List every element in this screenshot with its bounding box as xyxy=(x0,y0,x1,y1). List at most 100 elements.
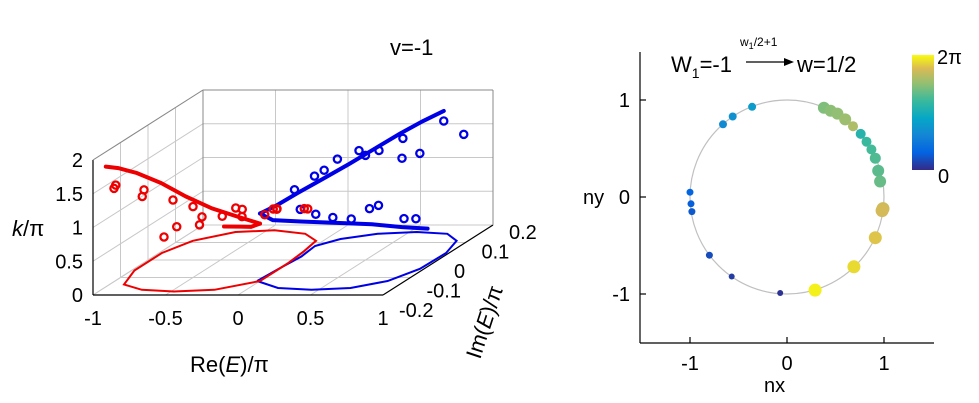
chart-3d-tick-labels: -1 0.50-0.5 1 -0.2-0.100.10.200.511.52 xyxy=(55,150,537,330)
x-axis-label: Re(E)/π xyxy=(190,352,269,377)
series-0-curve xyxy=(258,108,446,216)
y-tick-label: 0 xyxy=(454,261,465,283)
winding-point xyxy=(728,112,737,121)
winding-point xyxy=(874,175,887,188)
series-0-marker xyxy=(332,154,343,164)
series-1-marker xyxy=(109,183,119,194)
winding-point xyxy=(808,283,822,297)
nx-axis-label: nx xyxy=(764,375,785,397)
chart-3d-grid xyxy=(92,89,494,296)
winding-title-left: W1=-1 xyxy=(671,52,732,81)
winding-point xyxy=(855,128,866,139)
colorbar-max-label: 2π xyxy=(937,47,962,69)
y-axis-edge xyxy=(382,224,494,296)
z-tick-label: 1 xyxy=(72,218,83,240)
series-0-marker xyxy=(309,171,320,181)
series-1-marker xyxy=(268,204,278,214)
series-0-marker xyxy=(458,129,469,140)
series-1-marker xyxy=(168,195,178,205)
winding-point xyxy=(872,164,885,177)
series-1-marker xyxy=(299,203,309,214)
series-1-curve xyxy=(103,164,262,226)
x-tick-label: -0.5 xyxy=(148,308,182,330)
winding-point xyxy=(688,208,696,216)
series-0-marker xyxy=(328,212,338,223)
series-1-floor-projection xyxy=(122,229,318,293)
x-tick-label: 1 xyxy=(377,308,388,330)
winding-point xyxy=(861,136,872,147)
y-tick-label: 0.2 xyxy=(509,222,537,244)
side-wall-grid-line xyxy=(92,224,204,296)
winding-point xyxy=(705,251,713,259)
series-0-curve-lower xyxy=(258,211,430,231)
series-0-floor-projection xyxy=(256,230,459,291)
nx-tick-label: 0 xyxy=(781,353,792,375)
chart-3d: -1 0.50-0.5 1 -0.2-0.100.10.200.511.52 v=-1… xyxy=(12,35,537,377)
series-0-marker xyxy=(346,214,356,224)
ny-tick-label: -1 xyxy=(612,284,630,306)
winding-point xyxy=(686,188,694,196)
winding-point xyxy=(728,273,735,280)
winding-point xyxy=(866,144,877,155)
series-0-marker xyxy=(364,203,375,214)
y-tick-label: 0.1 xyxy=(482,242,510,264)
y-tick-label: -0.1 xyxy=(427,281,461,303)
nx-tick-label: 1 xyxy=(878,353,889,375)
colorbar-min-label: 0 xyxy=(938,166,949,188)
y-tick-label: -0.2 xyxy=(399,300,433,322)
side-wall-grid-line xyxy=(92,123,204,195)
series-0-marker xyxy=(397,153,407,163)
chart-2d: -1 0 1 -1 0 1 W1=-1 w1/2+1 w=1/2 nx ny 2π xyxy=(583,35,962,397)
side-wall-grid-line xyxy=(92,157,204,228)
unit-circle xyxy=(689,99,885,295)
z-tick-label: 0 xyxy=(72,285,83,307)
series-1-marker xyxy=(171,221,182,232)
ny-axis-label: ny xyxy=(583,187,604,209)
series-0-marker xyxy=(289,184,300,195)
box-edge xyxy=(92,89,204,161)
series-1-marker xyxy=(237,204,247,215)
x-tick-label: 0 xyxy=(232,308,243,330)
series-0-marker xyxy=(399,213,409,224)
mapping-arrow xyxy=(746,58,794,66)
arrow-label: w1/2+1 xyxy=(739,35,778,51)
series-1-marker xyxy=(272,203,282,214)
series-1-marker xyxy=(194,220,205,230)
chart-2d-points xyxy=(686,101,890,297)
series-0-marker xyxy=(354,145,364,156)
series-0-marker xyxy=(319,165,329,175)
winding-point xyxy=(839,113,852,126)
ny-tick-label: 1 xyxy=(619,90,630,112)
winding-title-right: w=1/2 xyxy=(796,52,856,77)
chart-3d-title: v=-1 xyxy=(390,35,433,60)
z-tick-label: 0.5 xyxy=(55,251,83,273)
series-0-marker xyxy=(411,213,421,224)
series-0-marker xyxy=(373,200,384,211)
series-1-marker xyxy=(217,211,227,221)
chart-3d-markers xyxy=(109,116,469,242)
series-0-marker xyxy=(310,209,321,219)
nx-tick-label: -1 xyxy=(681,353,699,375)
winding-point xyxy=(847,260,861,274)
chart-3d-projections xyxy=(122,229,459,293)
series-1-marker xyxy=(302,204,313,214)
series-1-marker xyxy=(197,212,207,222)
winding-point xyxy=(848,121,858,132)
series-1-marker xyxy=(259,209,270,220)
winding-point xyxy=(777,290,784,296)
y-axis-label: Im(E)/π xyxy=(461,282,508,361)
series-1-marker xyxy=(137,191,147,202)
x-tick-label: 0.5 xyxy=(297,308,325,330)
series-0-marker xyxy=(398,133,408,144)
series-1-marker xyxy=(188,201,198,212)
series-1-marker xyxy=(159,232,169,242)
z-axis-label: k/π xyxy=(12,216,44,241)
winding-point xyxy=(748,102,757,111)
z-tick-label: 1.5 xyxy=(55,184,83,206)
winding-point xyxy=(869,152,881,164)
series-1-curve-lower xyxy=(222,221,262,229)
z-tick-label: 2 xyxy=(72,150,83,172)
series-0-marker xyxy=(374,145,384,156)
winding-point xyxy=(875,204,889,218)
winding-point xyxy=(719,120,727,129)
